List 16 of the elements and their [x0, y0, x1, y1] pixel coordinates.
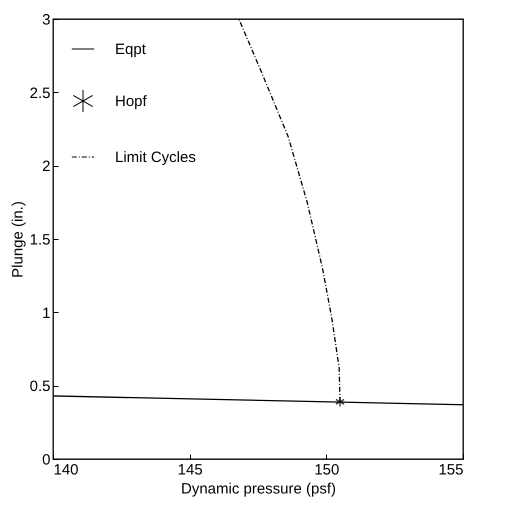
y-tick-label: 0: [42, 452, 50, 468]
y-tick-label: 0.5: [30, 378, 50, 396]
x-tick-label: 145: [178, 462, 203, 478]
y-tick-label: 1: [42, 304, 50, 322]
x-axis-title: Dynamic pressure (psf): [180, 480, 336, 498]
y-axis-title: Plunge (in.): [10, 201, 27, 278]
legend-label: Eqpt: [115, 41, 147, 58]
legend-label: Limit Cycles: [115, 149, 196, 166]
y-tick-label: 3: [42, 12, 50, 28]
legend-label: Hopf: [115, 93, 148, 110]
x-tick-label: 140: [54, 462, 79, 478]
y-tick-label: 1.5: [30, 232, 50, 248]
y-tick-label: 2: [42, 158, 50, 176]
x-tick-label: 150: [314, 462, 340, 478]
y-tick-label: 2.5: [30, 84, 50, 102]
x-tick-label: 155: [438, 462, 464, 478]
